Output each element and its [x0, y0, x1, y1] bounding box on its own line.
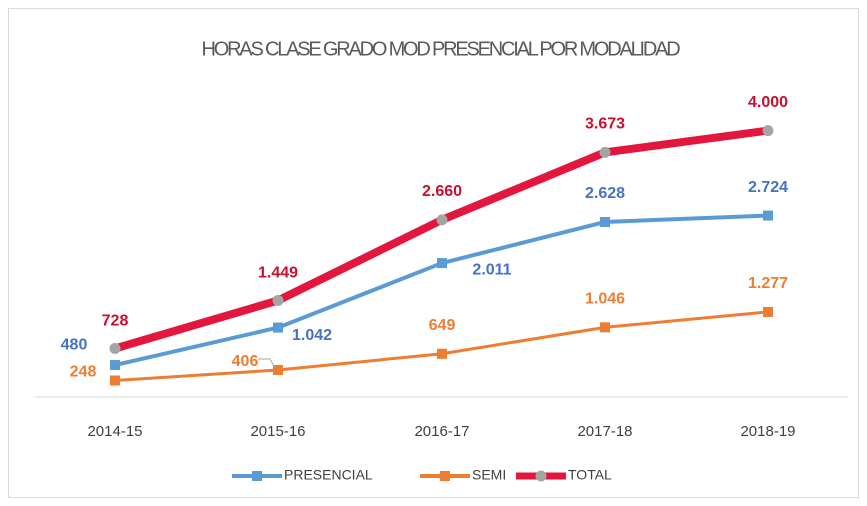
data-label: 1.449	[258, 265, 298, 282]
data-label: 1.042	[292, 327, 332, 344]
data-label: 248	[70, 364, 97, 381]
leader-line	[258, 358, 276, 369]
legend-marker	[440, 471, 450, 481]
legend-label: TOTAL	[568, 467, 612, 483]
data-label: 2.011	[472, 261, 511, 278]
data-label: 1.046	[585, 291, 625, 308]
data-label: 2.660	[422, 183, 462, 200]
marker	[110, 360, 120, 371]
marker	[599, 146, 611, 158]
marker	[436, 214, 448, 226]
data-label: 4.000	[748, 94, 788, 111]
data-label: 2.628	[585, 185, 625, 202]
x-tick-label: 2014-15	[87, 423, 142, 440]
marker	[437, 348, 447, 359]
marker	[272, 294, 284, 306]
x-tick-label: 2016-17	[414, 423, 469, 440]
marker	[600, 216, 610, 227]
chart-border	[8, 8, 859, 498]
marker	[600, 322, 610, 333]
marker	[763, 210, 773, 221]
chart-title: HORAS CLASE GRADO MOD PRESENCIAL POR MOD…	[201, 38, 680, 60]
data-label: 2.724	[748, 179, 788, 196]
marker	[273, 322, 283, 333]
marker	[762, 125, 774, 137]
marker	[437, 258, 447, 269]
data-label: 480	[61, 336, 88, 353]
marker	[763, 306, 773, 317]
data-label: 649	[429, 317, 456, 334]
marker	[109, 343, 121, 355]
data-label: 1.277	[748, 275, 788, 292]
legend-label: SEMI	[472, 467, 506, 483]
legend-marker	[535, 470, 547, 482]
data-label: 406	[232, 353, 259, 370]
data-label: 728	[102, 313, 129, 330]
marker	[110, 375, 120, 386]
legend-label: PRESENCIAL	[284, 467, 373, 483]
x-tick-label: 2018-19	[740, 423, 795, 440]
x-tick-label: 2015-16	[250, 423, 305, 440]
data-label: 3.673	[585, 116, 625, 133]
legend-marker	[252, 471, 262, 481]
marker	[273, 364, 283, 375]
x-tick-label: 2017-18	[577, 423, 632, 440]
